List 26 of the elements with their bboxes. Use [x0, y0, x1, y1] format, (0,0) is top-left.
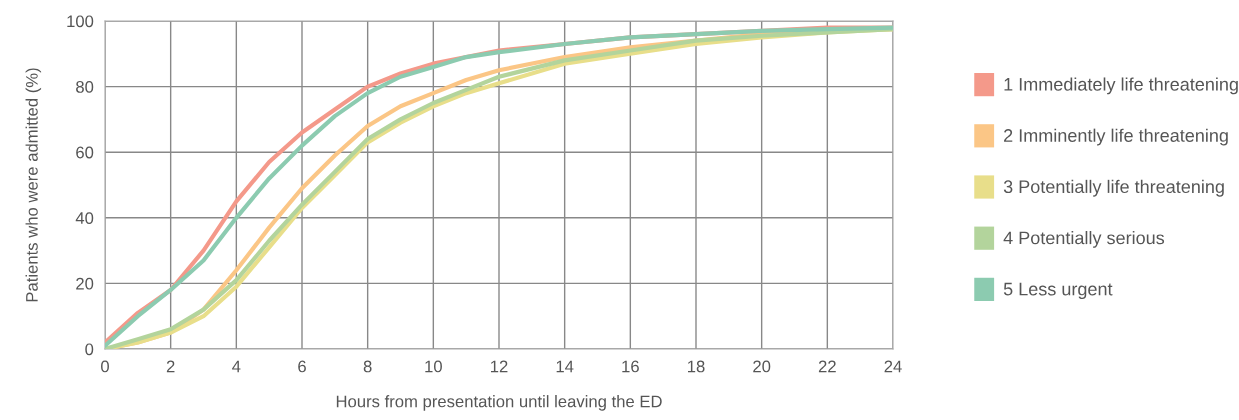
x-tick-label: 18 — [688, 360, 705, 373]
x-tick-label: 2 — [166, 360, 175, 373]
y-tick-label: 80 — [76, 81, 94, 93]
y-tick-label: 0 — [85, 343, 94, 356]
x-tick-label: 22 — [818, 360, 836, 373]
y-tick-label: 40 — [75, 212, 94, 224]
legend-label: 1 Immediately life threatening — [1004, 77, 1238, 95]
x-tick-label: 24 — [884, 360, 902, 373]
y-axis-title: Patients who were admitted (%) — [25, 68, 42, 302]
x-tick-label: 4 — [232, 360, 241, 373]
y-tick-label: 100 — [67, 15, 94, 28]
y-tick-label: 60 — [76, 146, 94, 159]
legend-label: 5 Less urgent — [1003, 282, 1113, 300]
x-tick-label: 6 — [298, 360, 306, 373]
x-tick-label: 8 — [363, 360, 372, 373]
x-tick-label: 12 — [491, 360, 508, 373]
x-tick-label: 14 — [556, 360, 574, 373]
legend-label: 4 Potentially serious — [1003, 231, 1165, 248]
x-tick-label: 10 — [425, 360, 442, 373]
x-axis-title: Hours from presentation until leaving the ED — [336, 395, 662, 411]
legend-label: 3 Potentially life threatening — [1003, 179, 1224, 197]
y-tick-label: 20 — [76, 277, 94, 290]
x-tick-label: 16 — [622, 360, 639, 373]
x-tick-label: 0 — [101, 360, 109, 373]
x-tick-label: 20 — [753, 360, 771, 373]
legend-label: 2 Imminently life threatening — [1004, 128, 1228, 146]
